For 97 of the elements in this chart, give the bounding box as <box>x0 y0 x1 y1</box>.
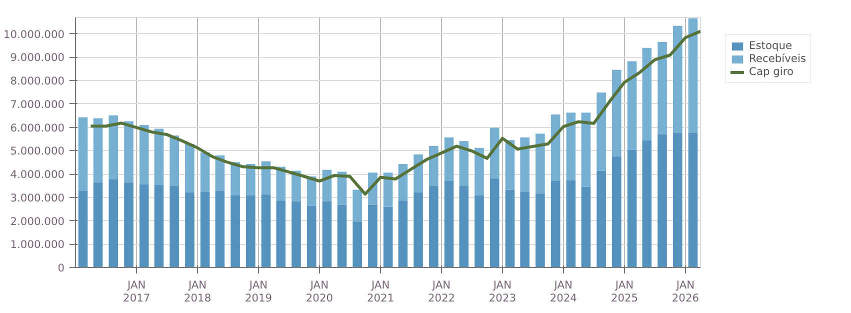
legend-label: Estoque <box>749 39 792 52</box>
x-tick-label: JAN 2020 <box>306 278 334 304</box>
bar <box>108 179 118 268</box>
bar <box>93 118 103 182</box>
bar <box>459 141 469 186</box>
bar <box>414 154 423 192</box>
bar <box>352 190 362 222</box>
bar <box>505 190 515 268</box>
legend-label: Cap giro <box>749 65 794 78</box>
bar <box>230 162 240 196</box>
bar <box>154 128 164 186</box>
bar <box>200 192 210 268</box>
bar <box>490 128 500 178</box>
x-tick-label: JAN 2021 <box>367 278 394 304</box>
bar <box>185 192 194 268</box>
x-tick-label: JAN 2022 <box>428 278 456 304</box>
bar <box>596 170 606 268</box>
bar <box>474 196 484 268</box>
x-tick-label: JAN 2026 <box>672 278 700 304</box>
bar <box>276 166 286 200</box>
x-tick-label: JAN 2024 <box>550 278 578 304</box>
bar <box>230 196 240 268</box>
bar <box>170 186 180 268</box>
bar <box>306 206 316 268</box>
bar <box>474 148 484 196</box>
y-tick-label: 8.000.000 <box>10 74 65 88</box>
bar <box>170 135 180 186</box>
x-tick-label: JAN 2019 <box>244 278 272 304</box>
bar <box>124 182 134 268</box>
bar <box>612 70 622 156</box>
bar <box>536 193 545 268</box>
x-tick-label: JAN 2025 <box>610 278 638 304</box>
y-tick-label: 5.000.000 <box>10 144 65 158</box>
bar <box>459 186 469 268</box>
bar <box>276 200 286 268</box>
bar <box>261 194 271 268</box>
bar <box>352 221 362 268</box>
bar <box>581 186 591 268</box>
bar <box>139 184 149 268</box>
bar <box>688 18 698 133</box>
bar <box>139 124 149 184</box>
y-tick-label: 7.000.000 <box>10 98 65 111</box>
y-tick-label: 1.000.000 <box>10 238 65 252</box>
bar <box>627 150 637 268</box>
bar <box>78 190 88 268</box>
bar <box>566 180 576 268</box>
bar <box>215 190 225 268</box>
bar <box>658 134 667 268</box>
y-tick-label: 0 <box>58 262 65 274</box>
bar <box>78 117 88 191</box>
x-tick-label: JAN 2018 <box>184 278 212 304</box>
bar <box>490 178 500 268</box>
bar <box>429 186 438 268</box>
bar <box>414 192 423 268</box>
bar <box>246 196 256 268</box>
bar <box>429 146 438 186</box>
bar <box>322 201 332 268</box>
bar <box>550 114 560 182</box>
y-tick-label: 6.000.000 <box>10 121 65 134</box>
bar <box>642 48 652 140</box>
bar <box>596 92 606 171</box>
bar <box>154 185 164 268</box>
legend-label: Recebíveis <box>749 52 806 65</box>
bar <box>368 204 378 268</box>
bar <box>93 182 103 268</box>
bar <box>520 137 530 192</box>
bar <box>550 181 560 268</box>
bar <box>536 134 545 194</box>
bar <box>200 152 210 192</box>
bar <box>581 112 591 187</box>
y-tick-label: 9.000.000 <box>10 51 65 64</box>
bar <box>124 121 134 182</box>
y-tick-label: 3.000.000 <box>10 191 65 204</box>
line-series <box>89 30 700 196</box>
x-tick-label: JAN 2023 <box>488 278 516 304</box>
bar <box>627 61 637 150</box>
bar <box>672 26 682 133</box>
bar <box>566 112 576 180</box>
x-tick-label: JAN 2017 <box>123 278 150 304</box>
bar <box>337 204 347 268</box>
bar <box>246 164 256 196</box>
y-tick-label: 2.000.000 <box>10 214 65 228</box>
bar <box>108 115 118 180</box>
bar <box>642 140 652 268</box>
bar <box>185 144 194 192</box>
bar <box>658 42 667 135</box>
bar <box>688 132 698 268</box>
bar <box>672 132 682 268</box>
bar <box>444 181 454 268</box>
y-tick-label: 4.000.000 <box>10 168 65 182</box>
bar <box>612 156 622 268</box>
y-tick-label: 10.000.000 <box>3 28 65 41</box>
bar <box>292 201 301 268</box>
bar <box>398 200 408 268</box>
bar <box>383 206 393 268</box>
bar <box>520 192 530 268</box>
bar <box>505 140 515 190</box>
